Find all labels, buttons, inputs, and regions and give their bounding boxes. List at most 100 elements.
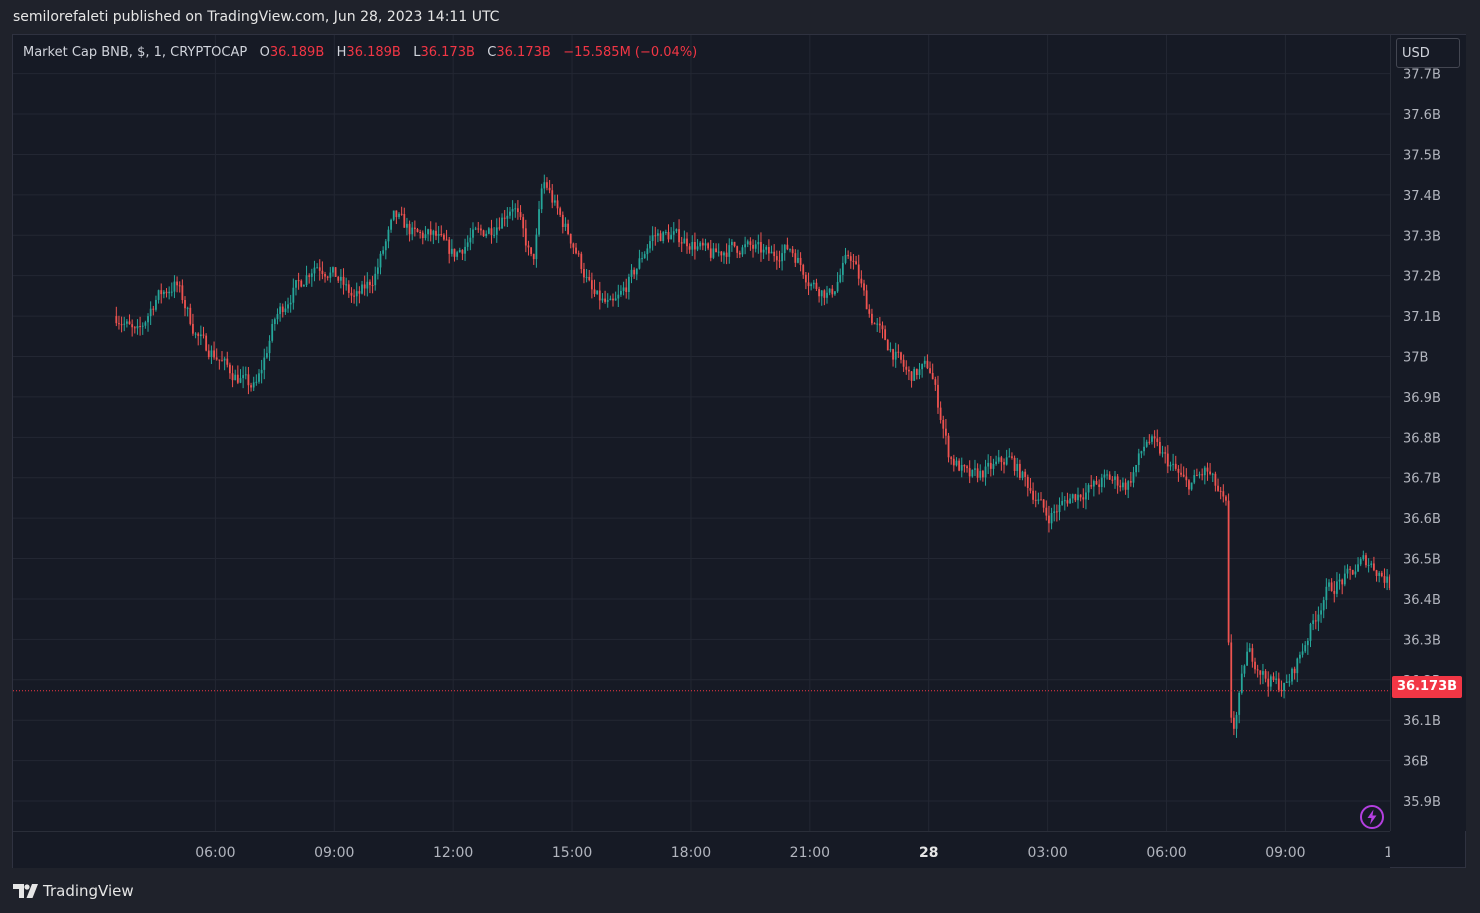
candle-body [252, 382, 255, 388]
candle-body [295, 280, 297, 288]
candle-body [1166, 453, 1169, 467]
candle-body [820, 290, 823, 297]
candle-body [614, 298, 617, 301]
candle-body [738, 252, 741, 255]
candle-body [139, 326, 141, 328]
candle-body [908, 369, 910, 372]
price-tick: 35.9B [1403, 795, 1441, 810]
candle-body [752, 244, 754, 249]
candle-body [593, 289, 596, 294]
candle-body [1085, 492, 1087, 500]
candle-body [546, 182, 548, 188]
candle-body [157, 290, 160, 300]
price-tick: 37.2B [1403, 270, 1441, 285]
candle-body [1018, 463, 1021, 478]
candle-body [1188, 480, 1190, 490]
lightning-icon[interactable] [1359, 804, 1385, 830]
candle-body [514, 208, 517, 210]
symbol-label[interactable]: Market Cap BNB, $, 1, CRYPTOCAP [23, 45, 248, 60]
candle-body [823, 290, 826, 298]
candle-body [1193, 475, 1196, 483]
candle-body [612, 298, 614, 301]
candle-body [1016, 463, 1019, 472]
candle-body [530, 247, 533, 254]
candle-body [1378, 572, 1381, 576]
time-axis[interactable]: 06:00 09:00 12:00 15:00 18:00 21:00 28 03:00 06:… [13, 831, 1424, 868]
candle-body [1074, 494, 1077, 501]
candle-body [292, 287, 295, 303]
candle-body [421, 232, 424, 239]
candle-body [1375, 570, 1378, 576]
open-label: O [259, 45, 270, 60]
candle-body [878, 323, 881, 326]
candle-body [1040, 499, 1042, 501]
candle-body [804, 274, 807, 283]
candle-body [1156, 438, 1159, 442]
candle-body [942, 419, 945, 429]
candle-body [886, 339, 889, 351]
candle-body [709, 248, 712, 258]
candle-body [715, 248, 717, 253]
candle-body [900, 352, 902, 360]
low-label: L [413, 45, 421, 60]
candle-body [1354, 571, 1357, 575]
candle-body [1032, 490, 1034, 500]
candle-body [1280, 689, 1283, 691]
candle-body [300, 280, 303, 287]
candle-body [199, 334, 202, 337]
candle-body [1174, 463, 1177, 469]
candle-body [770, 251, 773, 254]
candle-body [1238, 692, 1241, 715]
candle-body [781, 253, 783, 262]
candle-body [128, 321, 131, 325]
candle-body [403, 214, 406, 228]
candle-body [818, 288, 820, 297]
candle-body [424, 234, 427, 239]
candle-body [1190, 482, 1193, 490]
candle-body [1026, 476, 1029, 488]
candle-body [633, 269, 636, 275]
candle-body [778, 260, 781, 262]
candle-body [1277, 678, 1280, 690]
candle-body [812, 282, 815, 285]
brand-name: TradingView [43, 882, 134, 900]
candle-body [1248, 648, 1251, 652]
candle-body [675, 229, 678, 232]
candle-body [181, 285, 184, 301]
candle-body [651, 235, 654, 242]
price-axis[interactable]: 37.7B 37.6B 37.5B 37.4B 37.3B 37.2B 37.1B 37B 36… [1390, 35, 1466, 831]
candle-body [1283, 682, 1285, 691]
candle-body [1262, 671, 1264, 675]
candle-body [590, 280, 593, 290]
brand-logo[interactable]: TradingView [13, 882, 134, 900]
candle-body [450, 248, 453, 254]
candle-body [834, 291, 836, 295]
candle-body [186, 307, 189, 309]
candle-body [437, 234, 440, 236]
candle-body [1203, 467, 1206, 476]
candle-body [664, 231, 667, 233]
candle-body [989, 462, 992, 469]
time-tick: 03:00 [1027, 845, 1067, 861]
candle-body [1306, 640, 1309, 646]
candle-body [324, 274, 326, 277]
candle-body [1336, 581, 1338, 594]
candle-body [601, 298, 604, 301]
candlestick-chart[interactable] [13, 35, 1480, 831]
candle-body [287, 304, 289, 309]
candle-body [979, 470, 982, 478]
currency-button[interactable]: USD [1396, 38, 1460, 68]
candle-body [268, 340, 271, 354]
candle-body [1111, 479, 1114, 481]
plot-area[interactable] [13, 35, 1480, 831]
candle-body [440, 234, 443, 236]
candle-body [466, 242, 469, 247]
candle-body [1272, 676, 1275, 680]
candle-body [218, 359, 221, 361]
candle-body [1346, 568, 1349, 574]
candle-body [1055, 511, 1058, 513]
candle-body [627, 276, 630, 293]
candle-body [255, 381, 258, 383]
candle-body [1325, 586, 1328, 601]
candle-body [226, 358, 229, 365]
